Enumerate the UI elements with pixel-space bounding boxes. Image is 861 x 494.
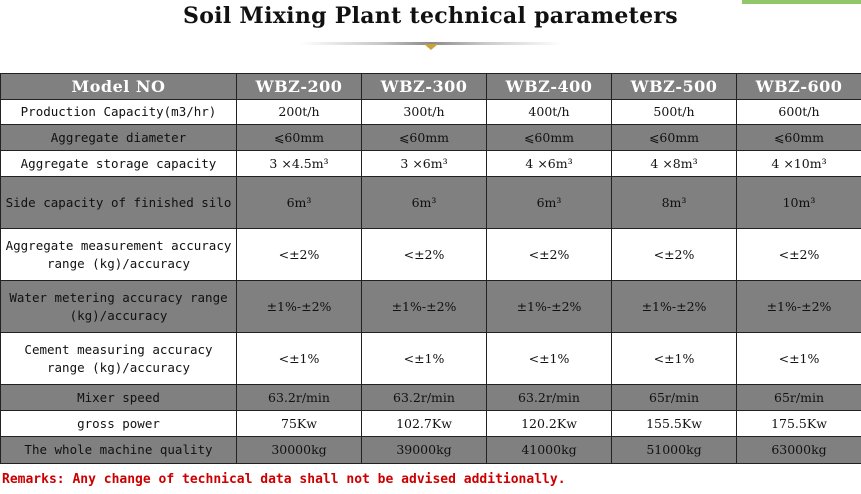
- table-cell: ±1%-±2%: [361, 280, 487, 333]
- top-right-accent-bar: [742, 0, 861, 4]
- table-cell: 63.2r/min: [486, 384, 612, 411]
- table-cell: 63000kg: [736, 436, 861, 464]
- table-header-row: Model NO WBZ-200 WBZ-300 WBZ-400 WBZ-500…: [0, 73, 861, 100]
- spec-table: Model NO WBZ-200 WBZ-300 WBZ-400 WBZ-500…: [0, 73, 861, 464]
- table-row: Cement measuring accuracy range (kg)/acc…: [0, 332, 861, 385]
- table-cell: ⩽60mm: [236, 124, 362, 151]
- table-cell: 8m³: [611, 176, 737, 229]
- table-cell: <±2%: [236, 228, 362, 281]
- remarks-note: Remarks: Any change of technical data sh…: [2, 472, 566, 487]
- table-cell: 63.2r/min: [361, 384, 487, 411]
- column-header: Model NO: [0, 73, 237, 100]
- table-cell: <±1%: [611, 332, 737, 385]
- row-label: Aggregate diameter: [0, 124, 237, 151]
- table-cell: 500t/h: [611, 99, 737, 125]
- row-label: Aggregate measurement accuracy range (kg…: [0, 228, 237, 281]
- table-cell: 6m³: [236, 176, 362, 229]
- table-cell: <±2%: [361, 228, 487, 281]
- table-cell: 102.7Kw: [361, 410, 487, 437]
- table-row: Water metering accuracy range (kg)/accur…: [0, 280, 861, 333]
- row-label: The whole machine quality: [0, 436, 237, 464]
- column-header: WBZ-500: [611, 73, 737, 100]
- row-label: Aggregate storage capacity: [0, 150, 237, 177]
- table-cell: 6m³: [486, 176, 612, 229]
- table-cell: <±1%: [486, 332, 612, 385]
- table-cell: 4 ×6m³: [486, 150, 612, 177]
- table-cell: 4 ×8m³: [611, 150, 737, 177]
- title-underline: [300, 42, 562, 45]
- table-cell: 6m³: [361, 176, 487, 229]
- table-cell: 200t/h: [236, 99, 362, 125]
- row-label: gross power: [0, 410, 237, 437]
- table-cell: ⩽60mm: [736, 124, 861, 151]
- table-row: Side capacity of finished silo 6m³ 6m³ 6…: [0, 176, 861, 229]
- table-cell: 75Kw: [236, 410, 362, 437]
- table-cell: ±1%-±2%: [736, 280, 861, 333]
- table-row: Production Capacity(m3/hr) 200t/h 300t/h…: [0, 99, 861, 125]
- table-cell: ⩽60mm: [361, 124, 487, 151]
- table-cell: 39000kg: [361, 436, 487, 464]
- table-cell: 65r/min: [611, 384, 737, 411]
- row-label: Cement measuring accuracy range (kg)/acc…: [0, 332, 237, 385]
- table-cell: ±1%-±2%: [236, 280, 362, 333]
- table-cell: 65r/min: [736, 384, 861, 411]
- page-title: Soil Mixing Plant technical parameters: [183, 3, 678, 29]
- table-cell: ⩽60mm: [611, 124, 737, 151]
- column-header: WBZ-600: [736, 73, 861, 100]
- table-cell: 120.2Kw: [486, 410, 612, 437]
- table-row: The whole machine quality 30000kg 39000k…: [0, 436, 861, 464]
- table-cell: 300t/h: [361, 99, 487, 125]
- table-cell: <±2%: [486, 228, 612, 281]
- table-row: Aggregate measurement accuracy range (kg…: [0, 228, 861, 281]
- table-row: gross power 75Kw 102.7Kw 120.2Kw 155.5Kw…: [0, 410, 861, 437]
- title-underline-marker-icon: [424, 44, 438, 50]
- table-cell: 155.5Kw: [611, 410, 737, 437]
- row-label: Water metering accuracy range (kg)/accur…: [0, 280, 237, 333]
- table-cell: ⩽60mm: [486, 124, 612, 151]
- table-cell: 63.2r/min: [236, 384, 362, 411]
- table-cell: 30000kg: [236, 436, 362, 464]
- table-cell: <±2%: [736, 228, 861, 281]
- table-cell: <±2%: [611, 228, 737, 281]
- table-cell: 175.5Kw: [736, 410, 861, 437]
- table-cell: 600t/h: [736, 99, 861, 125]
- table-cell: ±1%-±2%: [611, 280, 737, 333]
- table-cell: <±1%: [236, 332, 362, 385]
- table-cell: 3 ×4.5m³: [236, 150, 362, 177]
- row-label: Production Capacity(m3/hr): [0, 99, 237, 125]
- column-header: WBZ-400: [486, 73, 612, 100]
- table-cell: ±1%-±2%: [486, 280, 612, 333]
- table-cell: 4 ×10m³: [736, 150, 861, 177]
- row-label: Side capacity of finished silo: [0, 176, 237, 229]
- column-header: WBZ-200: [236, 73, 362, 100]
- table-row: Aggregate diameter ⩽60mm ⩽60mm ⩽60mm ⩽60…: [0, 124, 861, 151]
- table-cell: <±1%: [361, 332, 487, 385]
- column-header: WBZ-300: [361, 73, 487, 100]
- table-cell: 51000kg: [611, 436, 737, 464]
- table-cell: 400t/h: [486, 99, 612, 125]
- row-label: Mixer speed: [0, 384, 237, 411]
- table-cell: <±1%: [736, 332, 861, 385]
- table-cell: 10m³: [736, 176, 861, 229]
- table-cell: 3 ×6m³: [361, 150, 487, 177]
- table-row: Mixer speed 63.2r/min 63.2r/min 63.2r/mi…: [0, 384, 861, 411]
- table-cell: 41000kg: [486, 436, 612, 464]
- table-row: Aggregate storage capacity 3 ×4.5m³ 3 ×6…: [0, 150, 861, 177]
